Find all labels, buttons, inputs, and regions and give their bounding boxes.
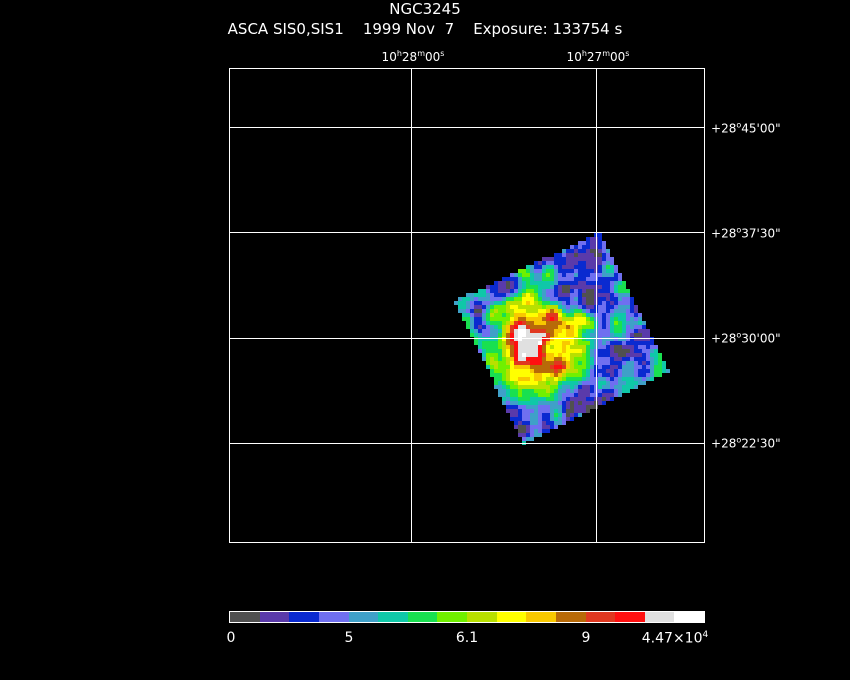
colorbar-swatch bbox=[467, 612, 497, 622]
dec-label-2: +28o37'30" bbox=[711, 225, 781, 241]
grid-line-ra-2 bbox=[596, 68, 597, 543]
dec-tick-2 bbox=[697, 232, 705, 233]
grid-line-dec-2 bbox=[229, 232, 705, 233]
xray-image bbox=[454, 233, 670, 445]
dec-label-3: +28o30'00" bbox=[711, 330, 781, 346]
colorbar-swatch bbox=[526, 612, 556, 622]
grid-line-dec-4 bbox=[229, 443, 705, 444]
ra-label-1: 10h28m00s bbox=[381, 49, 445, 64]
colorbar-swatch bbox=[585, 612, 616, 622]
dec-label-4: +28o22'30" bbox=[711, 435, 781, 451]
colorbar-label-min: 0 bbox=[226, 630, 236, 646]
grid-line-ra-1 bbox=[411, 68, 412, 543]
instrument-label: ASCA SIS0,SIS1 bbox=[227, 20, 344, 38]
colorbar-swatch bbox=[674, 612, 704, 622]
object-title: NGC3245 bbox=[389, 0, 461, 18]
dec-tick-4 bbox=[697, 443, 705, 444]
grid-line-dec-1 bbox=[229, 127, 705, 128]
observation-info: ASCA SIS0,SIS1 1999 Nov 7 Exposure: 1337… bbox=[0, 20, 850, 38]
colorbar-swatch bbox=[555, 612, 586, 622]
colorbar-swatch bbox=[318, 612, 349, 622]
colorbar-swatch bbox=[407, 612, 438, 622]
colorbar-swatch bbox=[289, 612, 319, 622]
colorbar-swatch bbox=[348, 612, 379, 622]
exposure-label: Exposure: 133754 s bbox=[473, 20, 623, 38]
colorbar-label-2: 5 bbox=[344, 630, 354, 646]
colorbar-label-max: 4.47×104 bbox=[641, 630, 709, 647]
colorbar-swatch bbox=[230, 612, 260, 622]
grid-line-dec-3 bbox=[229, 338, 705, 339]
image-frame bbox=[229, 68, 705, 543]
colorbar-label-4: 9 bbox=[581, 630, 591, 646]
dec-tick-1 bbox=[697, 127, 705, 128]
colorbar-swatch bbox=[378, 612, 408, 622]
colorbar-swatch bbox=[644, 612, 675, 622]
colorbar-swatch bbox=[259, 612, 290, 622]
dec-label-1: +28o45'00" bbox=[711, 120, 781, 136]
colorbar-label-3: 6.1 bbox=[455, 630, 479, 646]
colorbar-swatch bbox=[496, 612, 527, 622]
colorbar-swatch bbox=[437, 612, 467, 622]
ra-label-2: 10h27m00s bbox=[566, 49, 630, 64]
dec-tick-3 bbox=[697, 338, 705, 339]
date-label: 1999 Nov 7 bbox=[362, 20, 455, 38]
colorbar bbox=[229, 611, 705, 623]
colorbar-swatch bbox=[615, 612, 645, 622]
